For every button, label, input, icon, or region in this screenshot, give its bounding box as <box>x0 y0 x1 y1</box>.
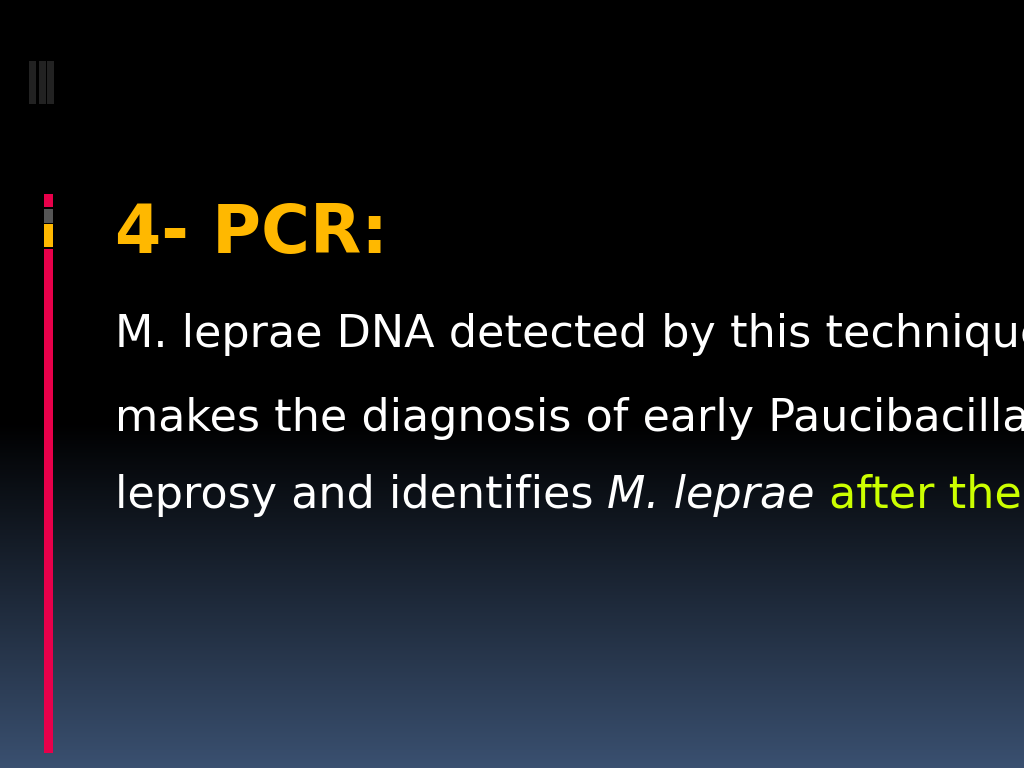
Text: M. leprae DNA detected by this technique: M. leprae DNA detected by this technique <box>115 313 1024 356</box>
Bar <box>44 249 53 753</box>
Bar <box>39 61 46 104</box>
Bar <box>44 194 53 207</box>
Text: makes the diagnosis of early Paucibacillary: makes the diagnosis of early Paucibacill… <box>115 397 1024 440</box>
Text: after therapy: after therapy <box>815 474 1024 517</box>
Text: 4- PCR:: 4- PCR: <box>115 201 388 267</box>
Bar <box>44 209 53 223</box>
Bar <box>29 61 36 104</box>
Text: M. leprae: M. leprae <box>607 474 815 517</box>
Bar <box>47 61 54 104</box>
Bar <box>44 224 53 247</box>
Text: leprosy and identifies: leprosy and identifies <box>115 474 607 517</box>
